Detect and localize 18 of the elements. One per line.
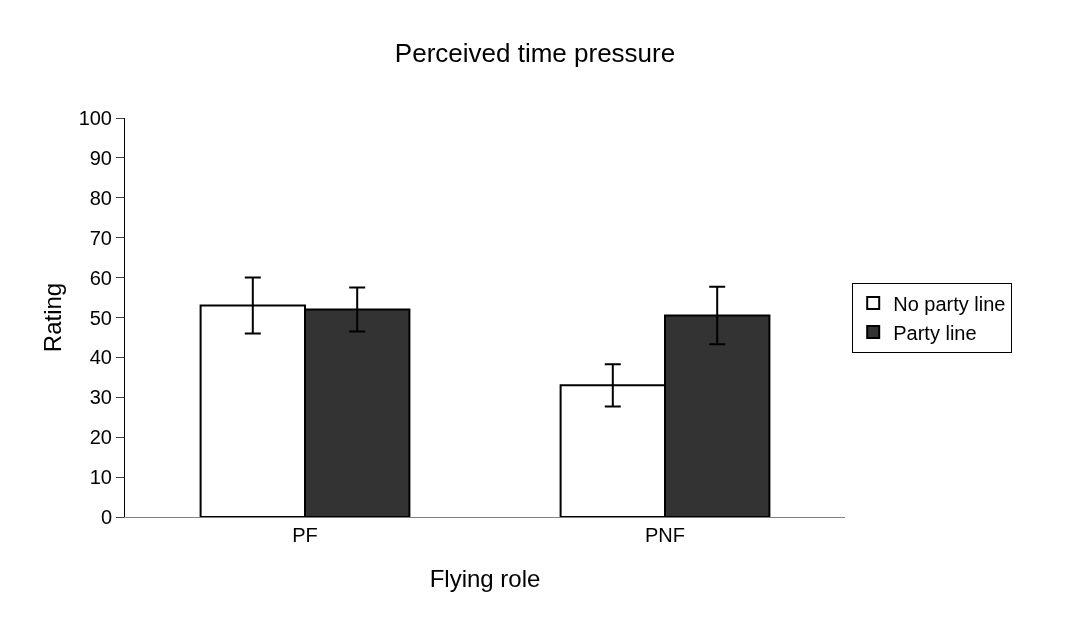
legend-label: Party line: [893, 321, 977, 344]
y-axis-title: Rating: [38, 282, 66, 353]
y-tick-label: 70: [89, 226, 112, 249]
y-tick-label: 80: [89, 186, 112, 209]
chart-title: Perceived time pressure: [394, 38, 676, 69]
y-tick-label: 20: [89, 426, 112, 449]
y-tick-label: 40: [89, 346, 112, 369]
y-tick-label: 50: [89, 306, 112, 329]
y-tick-label: 90: [89, 146, 112, 169]
x-tick-label: PF: [292, 524, 318, 546]
y-tick-label: 60: [89, 266, 112, 289]
y-tick-label: 100: [78, 107, 112, 129]
legend-label: No party line: [893, 292, 1006, 315]
x-axis-title: Flying role: [429, 565, 541, 593]
x-tick-label: PNF: [645, 524, 685, 546]
y-tick-label: 0: [100, 506, 112, 528]
y-tick-label: 30: [89, 386, 112, 409]
y-tick-label: 10: [89, 466, 112, 489]
